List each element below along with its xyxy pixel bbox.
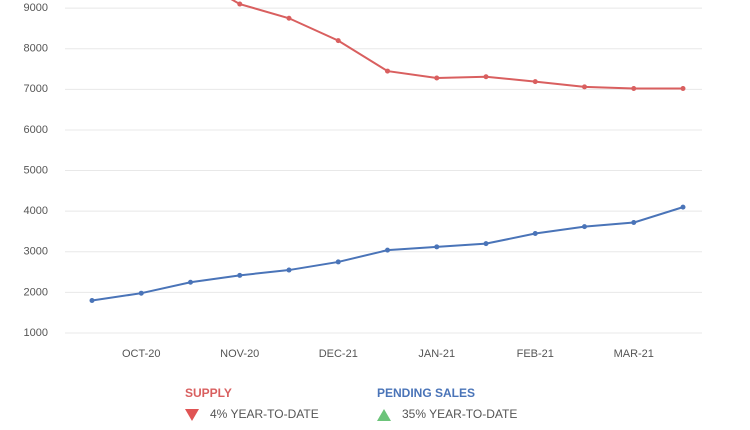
x-tick-label: DEC-21 [319,348,358,360]
legend-title: SUPPLY [185,386,232,400]
trend-indicator [185,409,199,421]
data-point [532,79,538,85]
data-point [188,279,193,285]
y-tick-label: 1000 [24,327,48,339]
data-point [286,15,292,21]
data-point [631,86,637,92]
series-line [91,206,684,302]
data-point [680,204,686,210]
data-point [335,38,341,44]
y-tick-label: 5000 [24,164,48,176]
y-tick-label: 7000 [24,83,48,95]
data-point [582,84,587,90]
data-point [483,241,489,247]
grid: 1000 2000 3000 4000 5000 6000 7000 8000 9000 OCT-… [24,2,702,360]
legend-note: 4% YEAR-TO-DATE [210,407,319,421]
legend: SUPPLY 4% YEAR-TO-DATE PENDING SALES 35% YE… [185,386,517,421]
y-tick-label: 9000 [24,2,48,14]
plot-area [89,0,686,304]
data-point [434,75,440,81]
data-point [434,244,440,250]
data-point [138,290,144,296]
x-tick-label: OCT-20 [122,348,161,360]
y-tick-label: 4000 [24,205,48,217]
series-line [230,0,683,90]
data-point [335,259,341,265]
y-tick-label: 2000 [24,286,48,298]
legend-title: PENDING SALES [377,386,475,400]
data-point [680,86,686,92]
trend-indicator [377,409,391,421]
legend-note: 35% YEAR-TO-DATE [402,407,517,421]
x-tick-label: JAN-21 [418,348,455,360]
x-tick-label: MAR-21 [614,348,654,360]
data-point [582,224,587,230]
data-point [532,231,538,237]
x-tick-label: NOV-20 [220,348,259,360]
data-point [89,298,95,304]
y-tick-label: 8000 [24,43,48,55]
x-tick-label: FEB-21 [517,348,554,360]
data-point [237,1,243,7]
data-point [237,272,243,278]
data-point [483,74,489,80]
data-point [385,68,390,74]
data-point [631,220,637,226]
y-tick-label: 3000 [24,246,48,258]
y-tick-label: 6000 [24,124,48,136]
data-point [286,267,292,273]
data-point [385,247,390,253]
